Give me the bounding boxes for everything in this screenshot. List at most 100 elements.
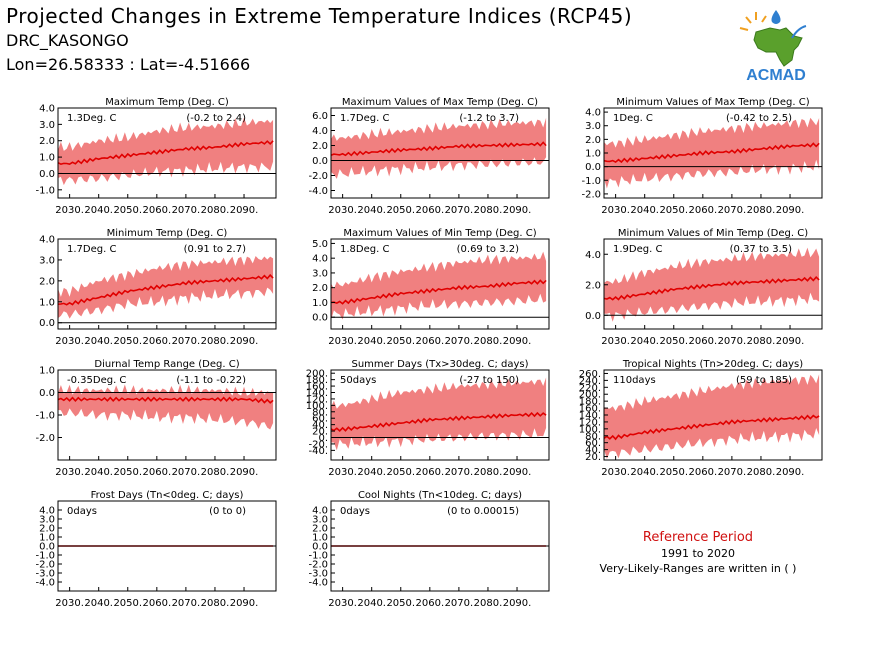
chart-title: Minimum Temp (Deg. C) — [107, 228, 228, 239]
page-title: Projected Changes in Extreme Temperature… — [6, 4, 633, 28]
x-tick-label: 2060. — [689, 336, 718, 347]
x-tick-label: 2030. — [328, 336, 357, 347]
x-tick-label: 2050. — [386, 467, 415, 478]
x-tick-label: 2080. — [201, 205, 230, 216]
y-tick-label: 160. — [306, 382, 328, 393]
chart-panel: 0.0 1.0 2.0 3.0 4.0 2030. 2040. 2050. 2060. 2070.… — [39, 228, 277, 347]
y-tick-label: 0.0 — [312, 156, 328, 167]
likely-range: (-27 to 150) — [459, 375, 519, 386]
change-value: 1.8Deg. C — [340, 244, 389, 255]
chart-title: Summer Days (Tx>30deg. C; days) — [351, 359, 528, 370]
change-value: 1.3Deg. C — [67, 113, 116, 124]
change-value: 0days — [67, 506, 97, 517]
x-tick-label: 2070. — [718, 467, 747, 478]
likely-range: (0.91 to 2.7) — [184, 244, 246, 255]
likely-range: (0 to 0) — [209, 506, 246, 517]
x-tick-label: 2080. — [474, 336, 503, 347]
median-line — [330, 279, 547, 305]
reference-period-note: Very-Likely-Ranges are written in ( ) — [599, 562, 797, 575]
chart-title: Tropical Nights (Tn>20deg. C; days) — [622, 359, 803, 370]
y-tick-label: -1.0 — [35, 411, 55, 422]
median-line — [603, 276, 820, 301]
x-tick-label: 2090. — [230, 205, 259, 216]
x-tick-label: 2060. — [689, 467, 718, 478]
station-name: DRC_KASONGO — [6, 31, 129, 50]
y-tick-label-minor: 180. — [306, 375, 328, 386]
y-tick-label: 180. — [579, 397, 601, 408]
y-tick-label: -40. — [308, 446, 328, 457]
x-tick-label: 2050. — [113, 467, 142, 478]
x-tick-label: 2030. — [601, 205, 630, 216]
x-tick-label: 2070. — [718, 205, 747, 216]
y-tick-label-minor: 80. — [585, 431, 601, 442]
likely-range: (0.69 to 3.2) — [457, 244, 519, 255]
x-tick-label: 2060. — [416, 598, 445, 609]
median-line — [603, 142, 820, 164]
y-tick-label: -4.0 — [308, 186, 328, 197]
y-tick-label: 2.0 — [312, 283, 328, 294]
x-tick-label: 2070. — [445, 336, 474, 347]
x-tick-label: 2050. — [113, 205, 142, 216]
x-tick-label: 2080. — [201, 467, 230, 478]
y-tick-label: 0.0 — [312, 313, 328, 324]
y-tick-label: 4.0 — [39, 506, 55, 517]
chart-title: Minimum Values of Min Temp (Deg. C) — [618, 228, 808, 239]
likely-range: (-0.42 to 2.5) — [726, 113, 792, 124]
y-tick-label: 4.0 — [585, 250, 601, 261]
likely-range: (0 to 0.00015) — [447, 506, 519, 517]
chart-frame — [330, 238, 550, 330]
x-tick-label: 2080. — [474, 467, 503, 478]
africa-icon — [753, 27, 803, 67]
y-tick-label: 200. — [306, 369, 328, 380]
y-tick-label: 4.0 — [312, 506, 328, 517]
chart-frame — [330, 107, 550, 199]
y-tick-label: 0.0 — [39, 388, 55, 399]
y-tick-label: 4.0 — [312, 254, 328, 265]
logo-text: ACMAD — [746, 67, 806, 84]
y-tick-label: 2.0 — [585, 280, 601, 291]
y-tick-label: 0.0 — [39, 542, 55, 553]
y-tick-label-minor: -3.0 — [35, 569, 55, 580]
sun-icon — [739, 12, 767, 31]
range-band — [604, 374, 820, 460]
y-tick-label-minor: 3.0 — [312, 515, 328, 526]
y-tick-label: 80. — [312, 407, 328, 418]
y-tick-label: 3.0 — [39, 120, 55, 131]
x-tick-label: 2040. — [357, 598, 386, 609]
x-tick-label: 2070. — [172, 598, 201, 609]
x-tick-label: 2070. — [445, 467, 474, 478]
y-tick-label: 2.0 — [39, 136, 55, 147]
y-tick-label: 1.0 — [39, 153, 55, 164]
y-tick-label-minor: 40. — [585, 445, 601, 456]
range-band — [331, 251, 547, 321]
median-line — [57, 140, 274, 166]
x-tick-label: 2070. — [445, 598, 474, 609]
x-tick-label: 2090. — [503, 598, 532, 609]
chart-panel: 20. 60. 100. 140. 180. 220. 260. 40. 80. 120. 160.… — [579, 359, 823, 478]
x-tick-label: 2080. — [474, 598, 503, 609]
change-value: 1Deg. C — [613, 113, 653, 124]
y-tick-label-minor: 60. — [312, 414, 328, 425]
x-tick-label: 2060. — [143, 598, 172, 609]
x-tick-label: 2050. — [386, 598, 415, 609]
x-tick-label: 2070. — [172, 205, 201, 216]
chart-panel: 0.0 2.0 4.0 2030. 2040. 2050. 2060. 2070. 2080. 2… — [585, 228, 823, 347]
chart-panel: -40. 0. 40. 80. 120.160. 200. -20.20. 60. 100. 14… — [306, 359, 550, 478]
y-tick-label: -2.0 — [35, 433, 55, 444]
y-tick-label: 4.0 — [39, 104, 55, 115]
x-tick-label: 2080. — [201, 336, 230, 347]
chart-panel: -4.0 -2.0 0.0 2.0 4.0 6.0 2030. 2040. 2050. 2060.… — [308, 97, 550, 216]
change-value: 0days — [340, 506, 370, 517]
y-tick-label-minor: 160. — [579, 404, 601, 415]
likely-range: (0.37 to 3.5) — [730, 244, 792, 255]
median-line — [603, 414, 820, 441]
x-tick-label: 2080. — [747, 205, 776, 216]
y-tick-label: -4.0 — [308, 578, 328, 589]
y-tick-label: -4.0 — [35, 578, 55, 589]
x-tick-label: 2040. — [630, 467, 659, 478]
y-tick-label-minor: 3.0 — [39, 515, 55, 526]
y-tick-label: 4.0 — [585, 108, 601, 119]
x-tick-label: 2040. — [84, 598, 113, 609]
